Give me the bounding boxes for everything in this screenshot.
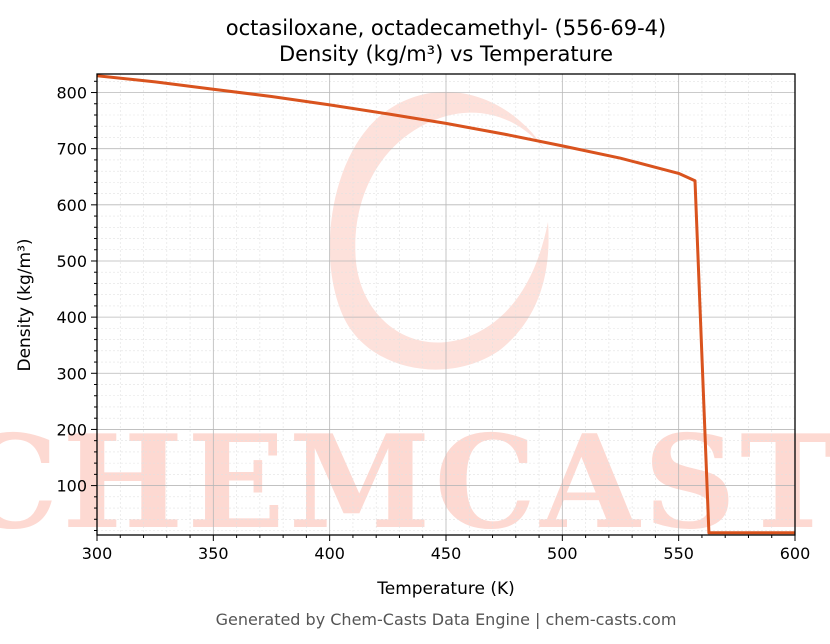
y-tick-label: 700 [56,140,87,159]
watermark-text: CHEMCASTS [0,408,830,558]
x-tick-label: 400 [314,544,345,563]
y-tick-label: 800 [56,84,87,103]
series-layer [96,74,795,535]
x-axis-label: Temperature (K) [376,579,515,599]
chart-title-line2: Density (kg/m³) vs Temperature [279,42,613,66]
x-tick-label: 350 [198,544,229,563]
y-tick-label: 600 [56,196,87,215]
x-tick-label: 500 [547,544,578,563]
watermark: CHEMCASTS [0,91,830,558]
major-grid [96,74,796,535]
chart-title-line1: octasiloxane, octadecamethyl- (556-69-4) [226,16,667,40]
y-axis: 100 200 300 400 500 600 700 800 [56,80,97,532]
y-tick-label: 300 [56,364,87,383]
footer-credit: Generated by Chem-Casts Data Engine | ch… [216,610,677,629]
x-tick-label: 550 [663,544,694,563]
x-axis: 300 350 400 450 500 550 600 [82,535,811,563]
y-tick-label: 500 [56,252,87,271]
y-axis-label: Density (kg/m³) [15,238,35,371]
y-tick-label: 100 [56,477,87,496]
y-tick-label: 200 [56,420,87,439]
x-tick-label: 300 [82,544,113,563]
y-tick-label: 400 [56,308,87,327]
series-line-density [96,74,795,535]
x-tick-label: 450 [431,544,462,563]
x-tick-label: 600 [780,544,811,563]
